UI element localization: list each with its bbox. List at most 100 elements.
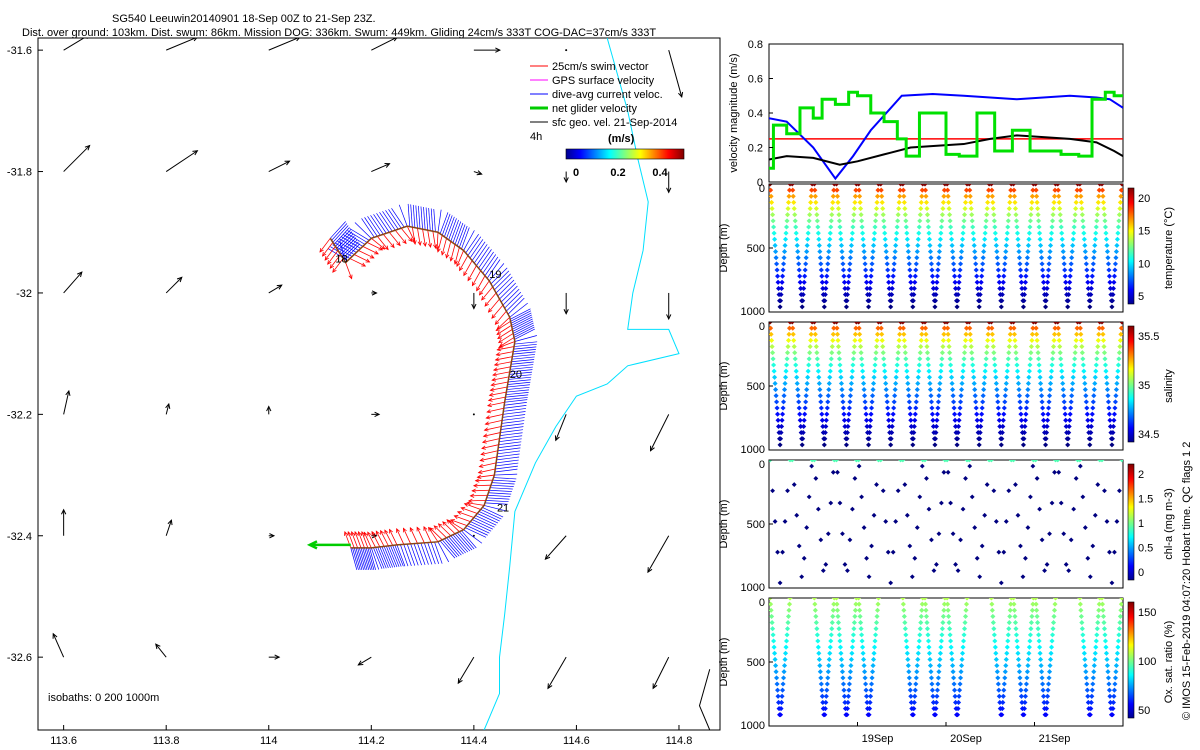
swim-vector <box>497 333 514 344</box>
dac-vector <box>353 547 361 570</box>
section-point <box>835 613 841 619</box>
section-point <box>860 644 866 650</box>
dac-vector <box>396 544 406 567</box>
section-point <box>1113 249 1119 255</box>
section-point <box>823 285 829 291</box>
section-point <box>922 460 928 463</box>
dac-vector <box>468 523 490 534</box>
swim-vector-head <box>442 521 447 526</box>
section-point <box>1017 681 1023 687</box>
swim-vector-shaft <box>491 381 509 386</box>
swim-vector-shaft <box>371 531 381 548</box>
swim-vector-shaft <box>492 376 509 381</box>
section-point <box>960 638 967 644</box>
section-point <box>967 463 973 469</box>
section-point <box>845 423 851 429</box>
swim-vector <box>357 531 365 549</box>
section-point <box>982 230 988 236</box>
section-point <box>979 267 985 273</box>
section-point <box>1016 249 1022 255</box>
section-point <box>1016 387 1022 393</box>
section-point <box>938 638 944 644</box>
section-point <box>782 242 788 248</box>
section-point <box>1094 218 1100 224</box>
section-point <box>774 405 780 411</box>
section-point <box>850 638 856 644</box>
dac-vector <box>398 204 408 227</box>
section-point <box>1077 184 1083 187</box>
swim-vector-shaft <box>499 337 515 347</box>
dac-vector <box>437 209 442 233</box>
swim-vector-head <box>350 531 355 536</box>
section-point <box>1050 206 1057 212</box>
dac-vector <box>340 236 361 249</box>
section-point <box>800 436 806 442</box>
credit-text: © IMOS 15-Feb-2019 04:07:20 Hobart time.… <box>1181 442 1193 720</box>
section-point <box>1021 430 1027 436</box>
swim-vector-head <box>472 483 478 488</box>
section-point <box>1062 267 1068 273</box>
swim-vector-shaft <box>400 227 413 242</box>
swim-vector-shaft <box>437 235 443 252</box>
swim-vector <box>490 381 509 387</box>
section-point <box>1041 693 1047 699</box>
section-point <box>994 387 1000 393</box>
swim-vector-head <box>471 488 476 493</box>
section-point <box>818 405 824 411</box>
section-point <box>1088 423 1094 429</box>
swim-vector-shaft <box>371 238 385 250</box>
swim-vector-shaft <box>441 238 447 255</box>
section-point <box>923 193 929 199</box>
dac-vector <box>391 208 405 228</box>
section-point <box>874 613 880 619</box>
section-point <box>1091 663 1097 669</box>
section-point <box>948 362 954 368</box>
section-point <box>929 405 935 411</box>
section-point <box>999 706 1005 712</box>
section-point <box>1017 405 1023 411</box>
salinity-section-colorbar <box>1127 325 1135 443</box>
swim-vector-head <box>319 247 324 253</box>
section-point <box>780 405 786 411</box>
swim-vector-shaft <box>477 474 495 478</box>
swim-vector <box>361 531 369 549</box>
section-point <box>880 212 886 218</box>
section-point <box>1045 417 1051 423</box>
section-point <box>820 568 826 573</box>
section-point <box>847 537 853 543</box>
swim-vector-head <box>344 531 348 536</box>
swim-vector-head <box>463 271 468 277</box>
section-point <box>1095 199 1101 205</box>
dac-vector <box>466 525 488 536</box>
geo-vector-dot <box>565 49 568 52</box>
swim-vector-shaft <box>380 530 389 547</box>
section-point <box>1107 285 1113 291</box>
section-point <box>822 706 828 712</box>
section-point <box>999 298 1005 304</box>
geo-vector-arrow-shaft <box>555 414 567 441</box>
geo-vector-arrow-head <box>192 150 199 156</box>
salinity-section-ytick-label: 1000 <box>741 444 765 456</box>
section-point <box>1035 212 1041 218</box>
dac-vector <box>512 354 536 358</box>
section-point <box>884 393 890 399</box>
geo-vector-arrow-head <box>666 314 672 321</box>
section-point <box>864 279 870 285</box>
swim-vector-head <box>469 493 475 498</box>
section-point <box>780 267 786 273</box>
dac-vector <box>364 547 371 570</box>
section-point <box>1080 632 1086 638</box>
section-point <box>1066 423 1072 429</box>
section-point <box>911 285 917 291</box>
geo-vector-arrow-shaft <box>165 403 170 415</box>
swim-vector-shaft <box>496 324 512 335</box>
dac-vector <box>487 494 511 497</box>
section-point <box>962 206 968 212</box>
section-point <box>783 230 789 236</box>
section-point <box>1102 224 1109 230</box>
swim-vector-shaft <box>367 532 376 548</box>
section-point <box>1028 626 1034 632</box>
map-xtick-label: 114.6 <box>563 735 590 747</box>
chla-section-ytick-label: 500 <box>747 519 765 531</box>
